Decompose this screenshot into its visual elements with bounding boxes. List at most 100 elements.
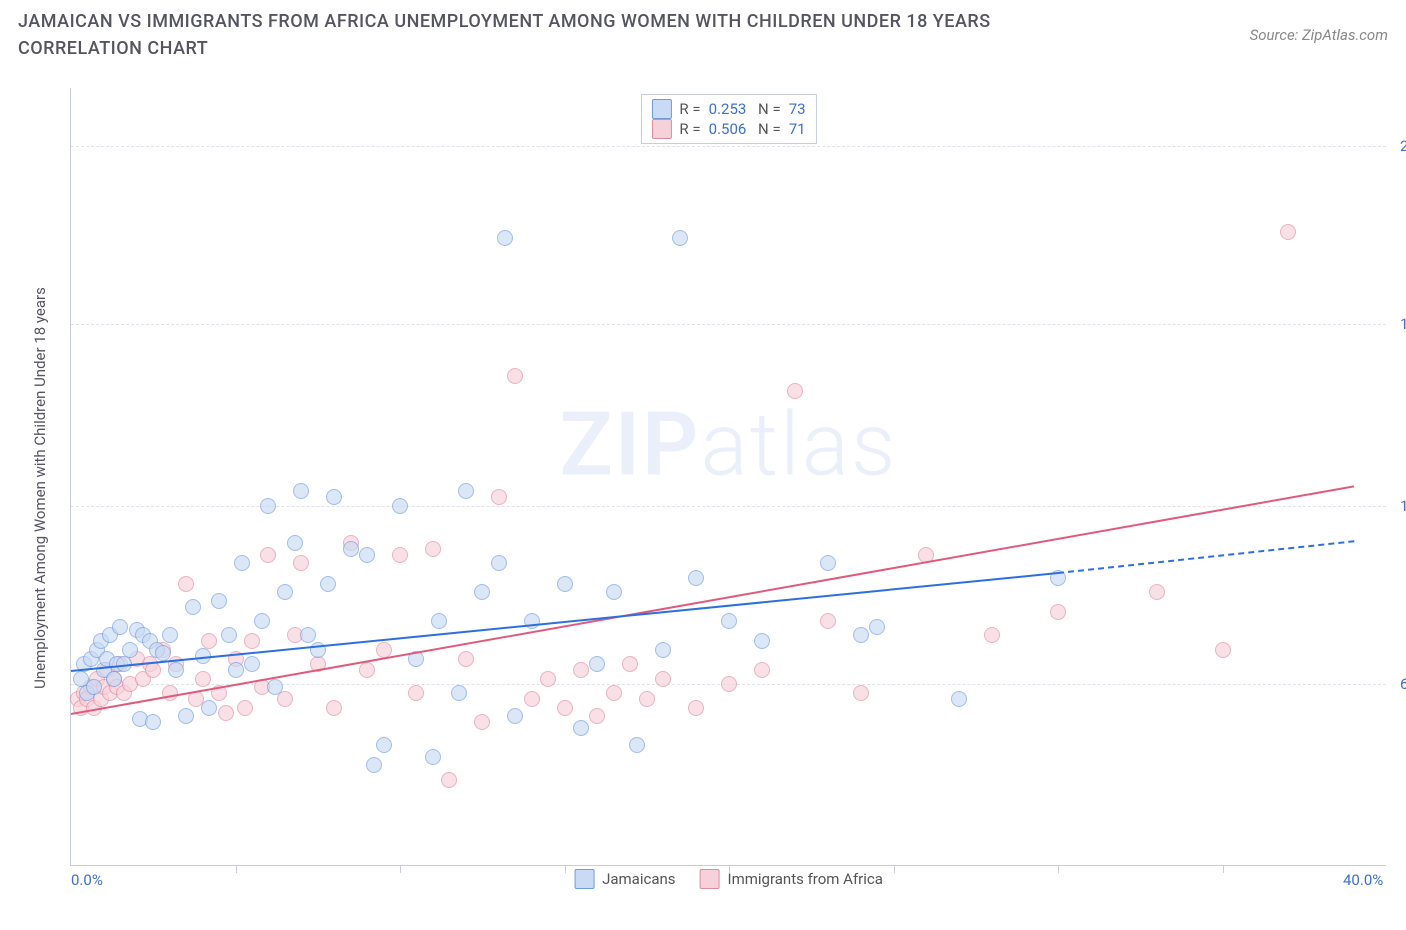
scatter-point-africa [787, 383, 803, 399]
x-tick-label: 40.0% [1343, 871, 1383, 889]
stats-row-jamaicans: R =0.253 N =73 [651, 99, 805, 119]
scatter-point-jamaicans [326, 489, 342, 505]
scatter-point-africa [622, 656, 638, 672]
scatter-point-jamaicans [507, 708, 523, 724]
legend-label: Immigrants from Africa [728, 870, 883, 888]
scatter-point-africa [721, 676, 737, 692]
scatter-point-africa [573, 662, 589, 678]
scatter-point-jamaicans [106, 671, 122, 687]
scatter-point-africa [524, 691, 540, 707]
scatter-point-africa [606, 685, 622, 701]
x-tick-mark [565, 865, 566, 873]
scatter-point-jamaicans [112, 619, 128, 635]
y-tick-label: 18.8% [1388, 315, 1406, 333]
scatter-point-jamaicans [474, 584, 490, 600]
y-tick-label: 6.3% [1388, 675, 1406, 693]
scatter-point-jamaicans [277, 584, 293, 600]
scatter-point-jamaicans [458, 483, 474, 499]
scatter-point-africa [178, 576, 194, 592]
scatter-point-africa [162, 685, 178, 701]
scatter-point-jamaicans [589, 656, 605, 672]
scatter-point-jamaicans [228, 662, 244, 678]
scatter-point-jamaicans [557, 576, 573, 592]
scatter-point-africa [326, 700, 342, 716]
scatter-point-africa [474, 714, 490, 730]
x-tick-mark [236, 865, 237, 873]
scatter-point-africa [1149, 584, 1165, 600]
scatter-point-jamaicans [293, 483, 309, 499]
scatter-point-africa [984, 627, 1000, 643]
scatter-point-africa [1280, 224, 1296, 240]
scatter-point-jamaicans [754, 633, 770, 649]
scatter-point-jamaicans [122, 642, 138, 658]
scatter-point-jamaicans [168, 662, 184, 678]
scatter-point-africa [408, 685, 424, 701]
scatter-point-africa [195, 671, 211, 687]
scatter-point-jamaicans [320, 576, 336, 592]
scatter-point-jamaicans [267, 679, 283, 695]
scatter-point-jamaicans [201, 700, 217, 716]
trendline-jamaicans-extrap [1058, 540, 1354, 574]
scatter-point-jamaicans [185, 599, 201, 615]
y-tick-label: 12.5% [1388, 497, 1406, 515]
scatter-point-africa [639, 691, 655, 707]
chart-source: Source: ZipAtlas.com [1250, 26, 1388, 44]
scatter-point-africa [260, 547, 276, 563]
scatter-point-jamaicans [287, 535, 303, 551]
scatter-point-africa [491, 489, 507, 505]
scatter-point-jamaicans [178, 708, 194, 724]
x-tick-mark [1058, 865, 1059, 873]
scatter-point-jamaicans [655, 642, 671, 658]
scatter-point-jamaicans [145, 714, 161, 730]
scatter-point-jamaicans [951, 691, 967, 707]
scatter-point-jamaicans [392, 498, 408, 514]
scatter-point-africa [507, 368, 523, 384]
scatter-point-jamaicans [244, 656, 260, 672]
scatter-point-jamaicans [869, 619, 885, 635]
scatter-point-africa [1050, 604, 1066, 620]
scatter-point-africa [853, 685, 869, 701]
y-axis-label: Unemployment Among Women with Children U… [31, 287, 49, 689]
stats-legend: R =0.253 N =73 R =0.506 N =71 [640, 94, 816, 144]
scatter-point-jamaicans [211, 593, 227, 609]
scatter-point-africa [589, 708, 605, 724]
scatter-point-jamaicans [86, 679, 102, 695]
x-tick-mark [894, 865, 895, 873]
scatter-point-jamaicans [162, 627, 178, 643]
scatter-point-jamaicans [254, 613, 270, 629]
scatter-point-africa [237, 700, 253, 716]
scatter-point-jamaicans [497, 230, 513, 246]
scatter-point-africa [1215, 642, 1231, 658]
scatter-point-africa [688, 700, 704, 716]
stats-row-africa: R =0.506 N =71 [651, 119, 805, 139]
gridline [71, 146, 1386, 147]
scatter-point-jamaicans [573, 720, 589, 736]
scatter-point-jamaicans [260, 498, 276, 514]
scatter-point-africa [293, 555, 309, 571]
legend-item-jamaicans: Jamaicans [574, 869, 675, 889]
scatter-point-africa [145, 662, 161, 678]
scatter-point-africa [359, 662, 375, 678]
scatter-point-africa [820, 613, 836, 629]
x-tick-label: 0.0% [71, 871, 103, 889]
scatter-point-africa [392, 547, 408, 563]
scatter-point-jamaicans [629, 737, 645, 753]
scatter-point-jamaicans [431, 613, 447, 629]
scatter-point-africa [458, 651, 474, 667]
scatter-point-africa [655, 671, 671, 687]
scatter-point-jamaicans [425, 749, 441, 765]
scatter-point-jamaicans [688, 570, 704, 586]
scatter-point-africa [540, 671, 556, 687]
scatter-point-jamaicans [721, 613, 737, 629]
plot-area: ZIPatlas R =0.253 N =73 R =0.506 N =71 J… [70, 88, 1386, 866]
scatter-point-africa [557, 700, 573, 716]
swatch-jamaicans-icon [574, 869, 594, 889]
scatter-point-jamaicans [343, 541, 359, 557]
scatter-point-jamaicans [359, 547, 375, 563]
scatter-point-jamaicans [376, 737, 392, 753]
chart-title: JAMAICAN VS IMMIGRANTS FROM AFRICA UNEMP… [18, 8, 1118, 62]
scatter-point-africa [218, 705, 234, 721]
scatter-point-jamaicans [853, 627, 869, 643]
scatter-point-jamaicans [672, 230, 688, 246]
y-tick-label: 25.0% [1388, 137, 1406, 155]
